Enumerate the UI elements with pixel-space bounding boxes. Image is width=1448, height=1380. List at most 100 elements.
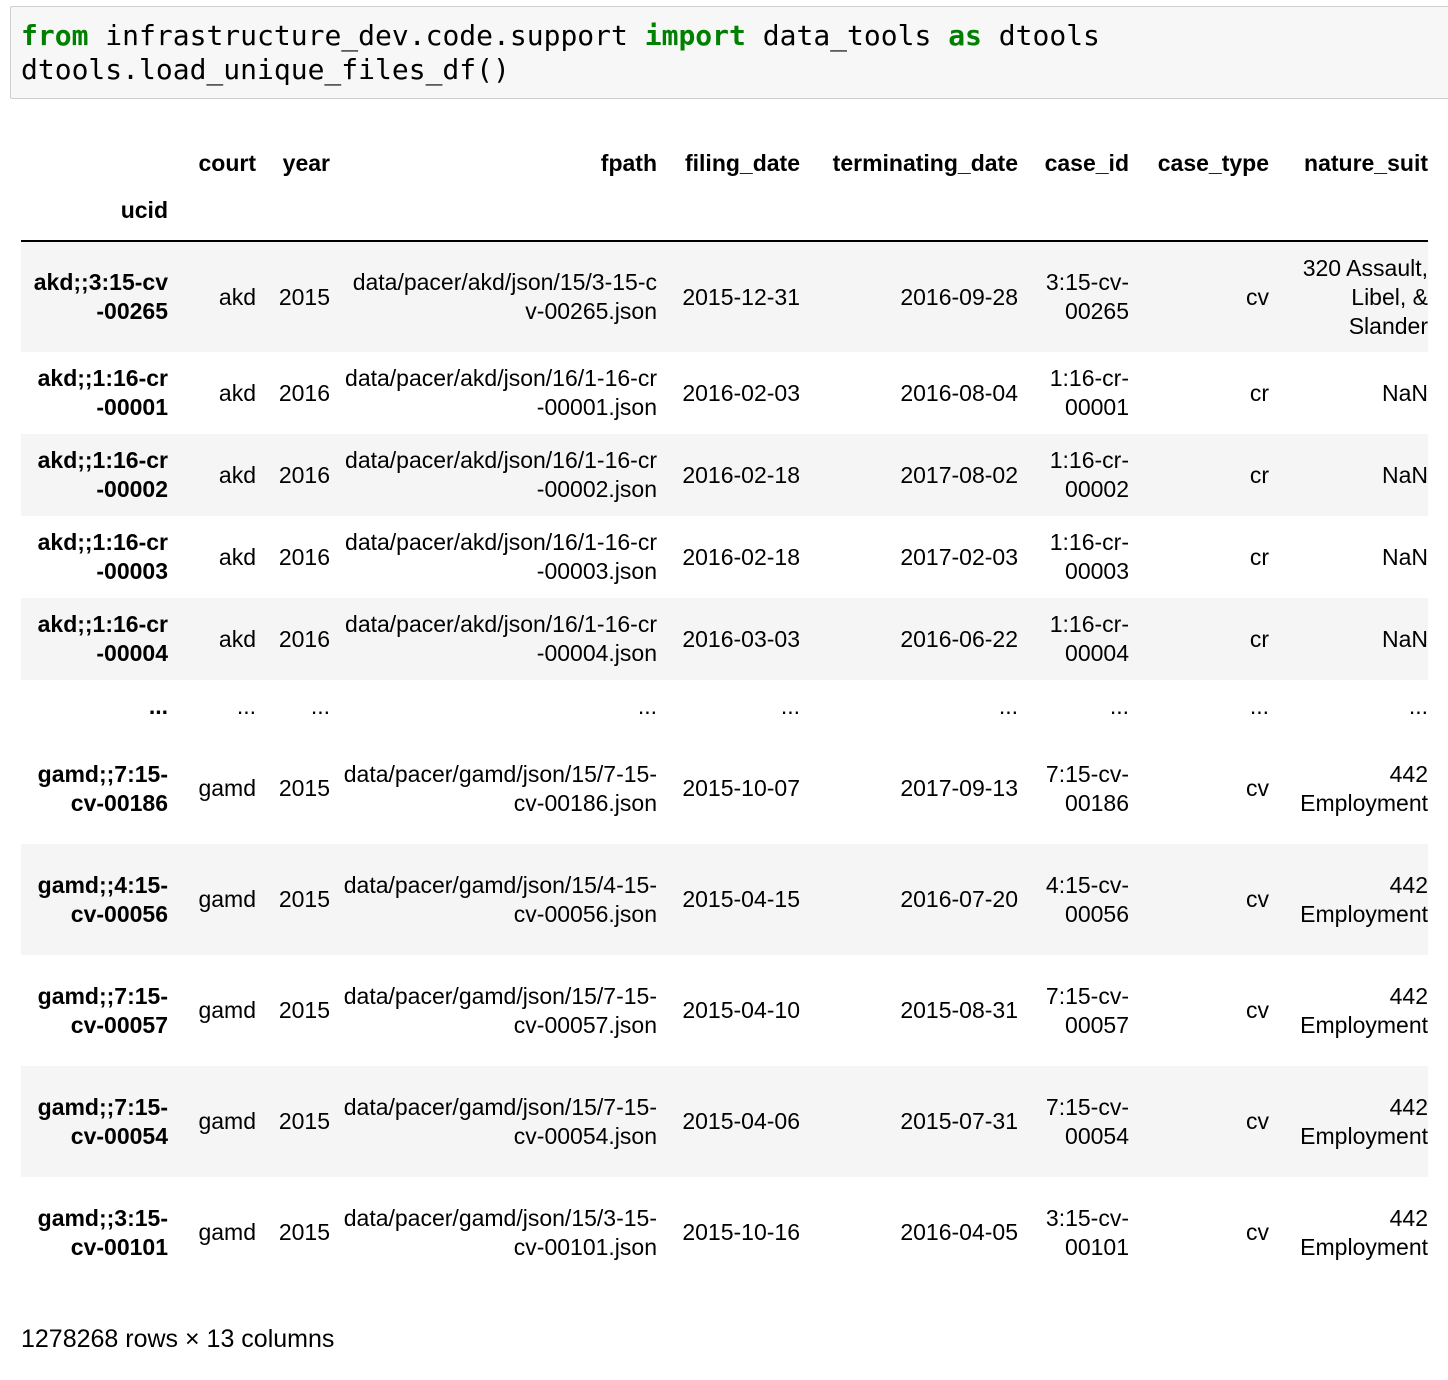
cell-fpath: data/pacer/akd/json/16/1-16-cr-00004.jso… (345, 611, 657, 666)
cell-fpath: ... (330, 680, 657, 733)
table-row: gamd;;3:15-cv-00101 gamd 2015 data/pacer/ga… (21, 1177, 1428, 1288)
cell-terminating-date: ... (800, 680, 1018, 733)
row-index-ucid: akd;;1:16-cr-00001 (37, 365, 168, 420)
table-row: akd;;3:15-cv-00265 akd 2015 data/pacer/akd/… (21, 241, 1428, 352)
index-name-header: ucid (120, 197, 168, 223)
row-index-ucid: akd;;1:16-cr-00004 (37, 611, 168, 666)
row-index-ucid: akd;;1:16-cr-00003 (37, 529, 168, 584)
cell-court: gamd (198, 886, 256, 912)
cell-fpath: data/pacer/akd/json/16/1-16-cr-00001.jso… (345, 365, 657, 420)
row-index-ucid: ... (21, 680, 168, 733)
import-alias: dtools (981, 19, 1100, 52)
code-line-call: dtools.load_unique_files_df() (21, 53, 510, 86)
cell-nature-suit: NaN (1381, 461, 1428, 488)
cell-filing-date: 2015-04-06 (682, 1108, 800, 1134)
cell-year: 2015 (278, 997, 330, 1023)
cell-filing-date: 2015-10-07 (682, 775, 800, 801)
cell-filing-date: 2015-04-10 (682, 997, 800, 1023)
cell-year: 2015 (278, 1108, 330, 1134)
cell-fpath: data/pacer/gamd/json/15/4-15-cv-00056.js… (343, 871, 657, 927)
imported-name: data_tools (745, 19, 949, 52)
cell-fpath: data/pacer/gamd/json/15/7-15-cv-00186.js… (343, 760, 657, 816)
cell-case-id: 3:15-​cv-​00265 (1045, 269, 1129, 324)
cell-case-type: cv (1246, 886, 1269, 912)
cell-nature-suit: 320 Assault, Libel, & Slander (1302, 254, 1428, 339)
row-index-ucid: akd;;1:16-cr-00002 (37, 447, 168, 502)
column-header-filing-date: filing_date (684, 149, 800, 176)
cell-court: akd (218, 461, 256, 488)
cell-case-id: 4:15-​cv-​00056 (1045, 871, 1129, 927)
cell-fpath: data/pacer/gamd/json/15/7-15-cv-00054.js… (343, 1093, 657, 1149)
cell-year: ... (256, 680, 330, 733)
cell-case-id: 1:16-​cr-​00001 (1049, 365, 1129, 420)
dataframe-shape-footer: 1278268 rows × 13 columns (21, 1325, 335, 1353)
column-header-fpath: fpath (600, 149, 657, 176)
cell-case-type: ... (1129, 680, 1269, 733)
cell-case-id: 1:16-​cr-​00002 (1049, 447, 1129, 502)
cell-year: 2015 (278, 886, 330, 912)
cell-fpath: data/pacer/gamd/json/15/3-15-cv-00101.js… (343, 1204, 657, 1260)
table-row: akd;;1:16-cr-00001 akd 2016 data/pacer/akd/… (21, 352, 1428, 434)
cell-court: akd (218, 543, 256, 570)
cell-nature-suit: NaN (1381, 625, 1428, 652)
cell-year: 2016 (278, 625, 330, 652)
cell-filing-date: 2016-02-18 (682, 543, 800, 570)
cell-case-id: 7:15-​cv-​00054 (1045, 1093, 1129, 1149)
cell-court: gamd (198, 775, 256, 801)
table-row: akd;;1:16-cr-00004 akd 2016 data/pacer/akd/… (21, 598, 1428, 680)
column-header-nature-suit: nature_suit (1304, 149, 1428, 176)
code-cell-input[interactable]: from infrastructure_dev.code.support imp… (10, 6, 1448, 99)
cell-terminating-date: 2015-07-31 (900, 1108, 1018, 1134)
column-header-terminating-date: terminating_date (832, 149, 1018, 176)
cell-terminating-date: 2016-08-04 (900, 379, 1018, 406)
module-path: infrastructure_dev.code.support (88, 19, 645, 52)
cell-court: gamd (198, 997, 256, 1023)
cell-output: court year fpath filing_date terminating… (21, 132, 1448, 1288)
cell-filing-date: 2016-02-03 (682, 379, 800, 406)
cell-case-id: 7:15-​cv-​00057 (1045, 982, 1129, 1038)
cell-nature-suit: NaN (1381, 543, 1428, 570)
code-line-import: from infrastructure_dev.code.support imp… (21, 19, 1100, 53)
cell-case-id: 3:15-​cv-​00101 (1045, 1204, 1129, 1260)
cell-terminating-date: 2016-07-20 (900, 886, 1018, 912)
cell-year: 2015 (278, 283, 330, 310)
cell-court: gamd (198, 1108, 256, 1134)
cell-terminating-date: 2016-04-05 (900, 1219, 1018, 1245)
cell-terminating-date: 2015-08-31 (900, 997, 1018, 1023)
cell-year: 2015 (278, 1219, 330, 1245)
cell-year: 2016 (278, 543, 330, 570)
cell-nature-suit: NaN (1381, 379, 1428, 406)
column-header-year: year (282, 149, 330, 176)
cell-filing-date: ... (657, 680, 800, 733)
cell-case-type: cr (1249, 543, 1269, 570)
cell-fpath: data/pacer/gamd/json/15/7-15-cv-00057.js… (343, 982, 657, 1038)
cell-terminating-date: 2017-02-03 (900, 543, 1018, 570)
cell-court: gamd (198, 1219, 256, 1245)
cell-court: akd (218, 283, 256, 310)
cell-filing-date: 2015-10-16 (682, 1219, 800, 1245)
cell-case-type: cv (1246, 1108, 1269, 1134)
cell-fpath: data/pacer/akd/json/16/1-16-cr-00002.jso… (345, 447, 657, 502)
cell-nature-suit: 442 Employment (1300, 871, 1428, 927)
cell-case-type: cv (1246, 1219, 1269, 1245)
cell-terminating-date: 2016-06-22 (900, 625, 1018, 652)
cell-year: 2016 (278, 379, 330, 406)
cell-terminating-date: 2017-09-13 (900, 775, 1018, 801)
cell-terminating-date: 2017-08-02 (900, 461, 1018, 488)
table-row: gamd;;4:15-cv-00056 gamd 2015 data/pacer/ga… (21, 844, 1428, 955)
row-index-ucid: gamd;;7:15-cv-00186 (37, 760, 168, 816)
cell-nature-suit: 442 Employment (1300, 760, 1428, 816)
table-row: gamd;;7:15-cv-00057 gamd 2015 data/pacer/ga… (21, 955, 1428, 1066)
column-header-row: court year fpath filing_date terminating… (21, 132, 1429, 194)
table-row: gamd;;7:15-cv-00054 gamd 2015 data/pacer/ga… (21, 1066, 1428, 1177)
cell-case-id: ... (1018, 680, 1129, 733)
cell-case-id: 1:16-​cr-​00003 (1049, 529, 1129, 584)
cell-case-id: 7:15-​cv-​00186 (1045, 760, 1129, 816)
cell-nature-suit: ... (1269, 680, 1428, 733)
row-index-ucid: gamd;;3:15-cv-00101 (37, 1204, 168, 1260)
cell-terminating-date: 2016-09-28 (900, 283, 1018, 310)
row-index-ucid: gamd;;7:15-cv-00054 (37, 1093, 168, 1149)
cell-case-type: cv (1246, 283, 1269, 310)
table-row: akd;;1:16-cr-00002 akd 2016 data/pacer/akd/… (21, 434, 1428, 516)
table-row: gamd;;7:15-cv-00186 gamd 2015 data/pacer/ga… (21, 733, 1428, 844)
